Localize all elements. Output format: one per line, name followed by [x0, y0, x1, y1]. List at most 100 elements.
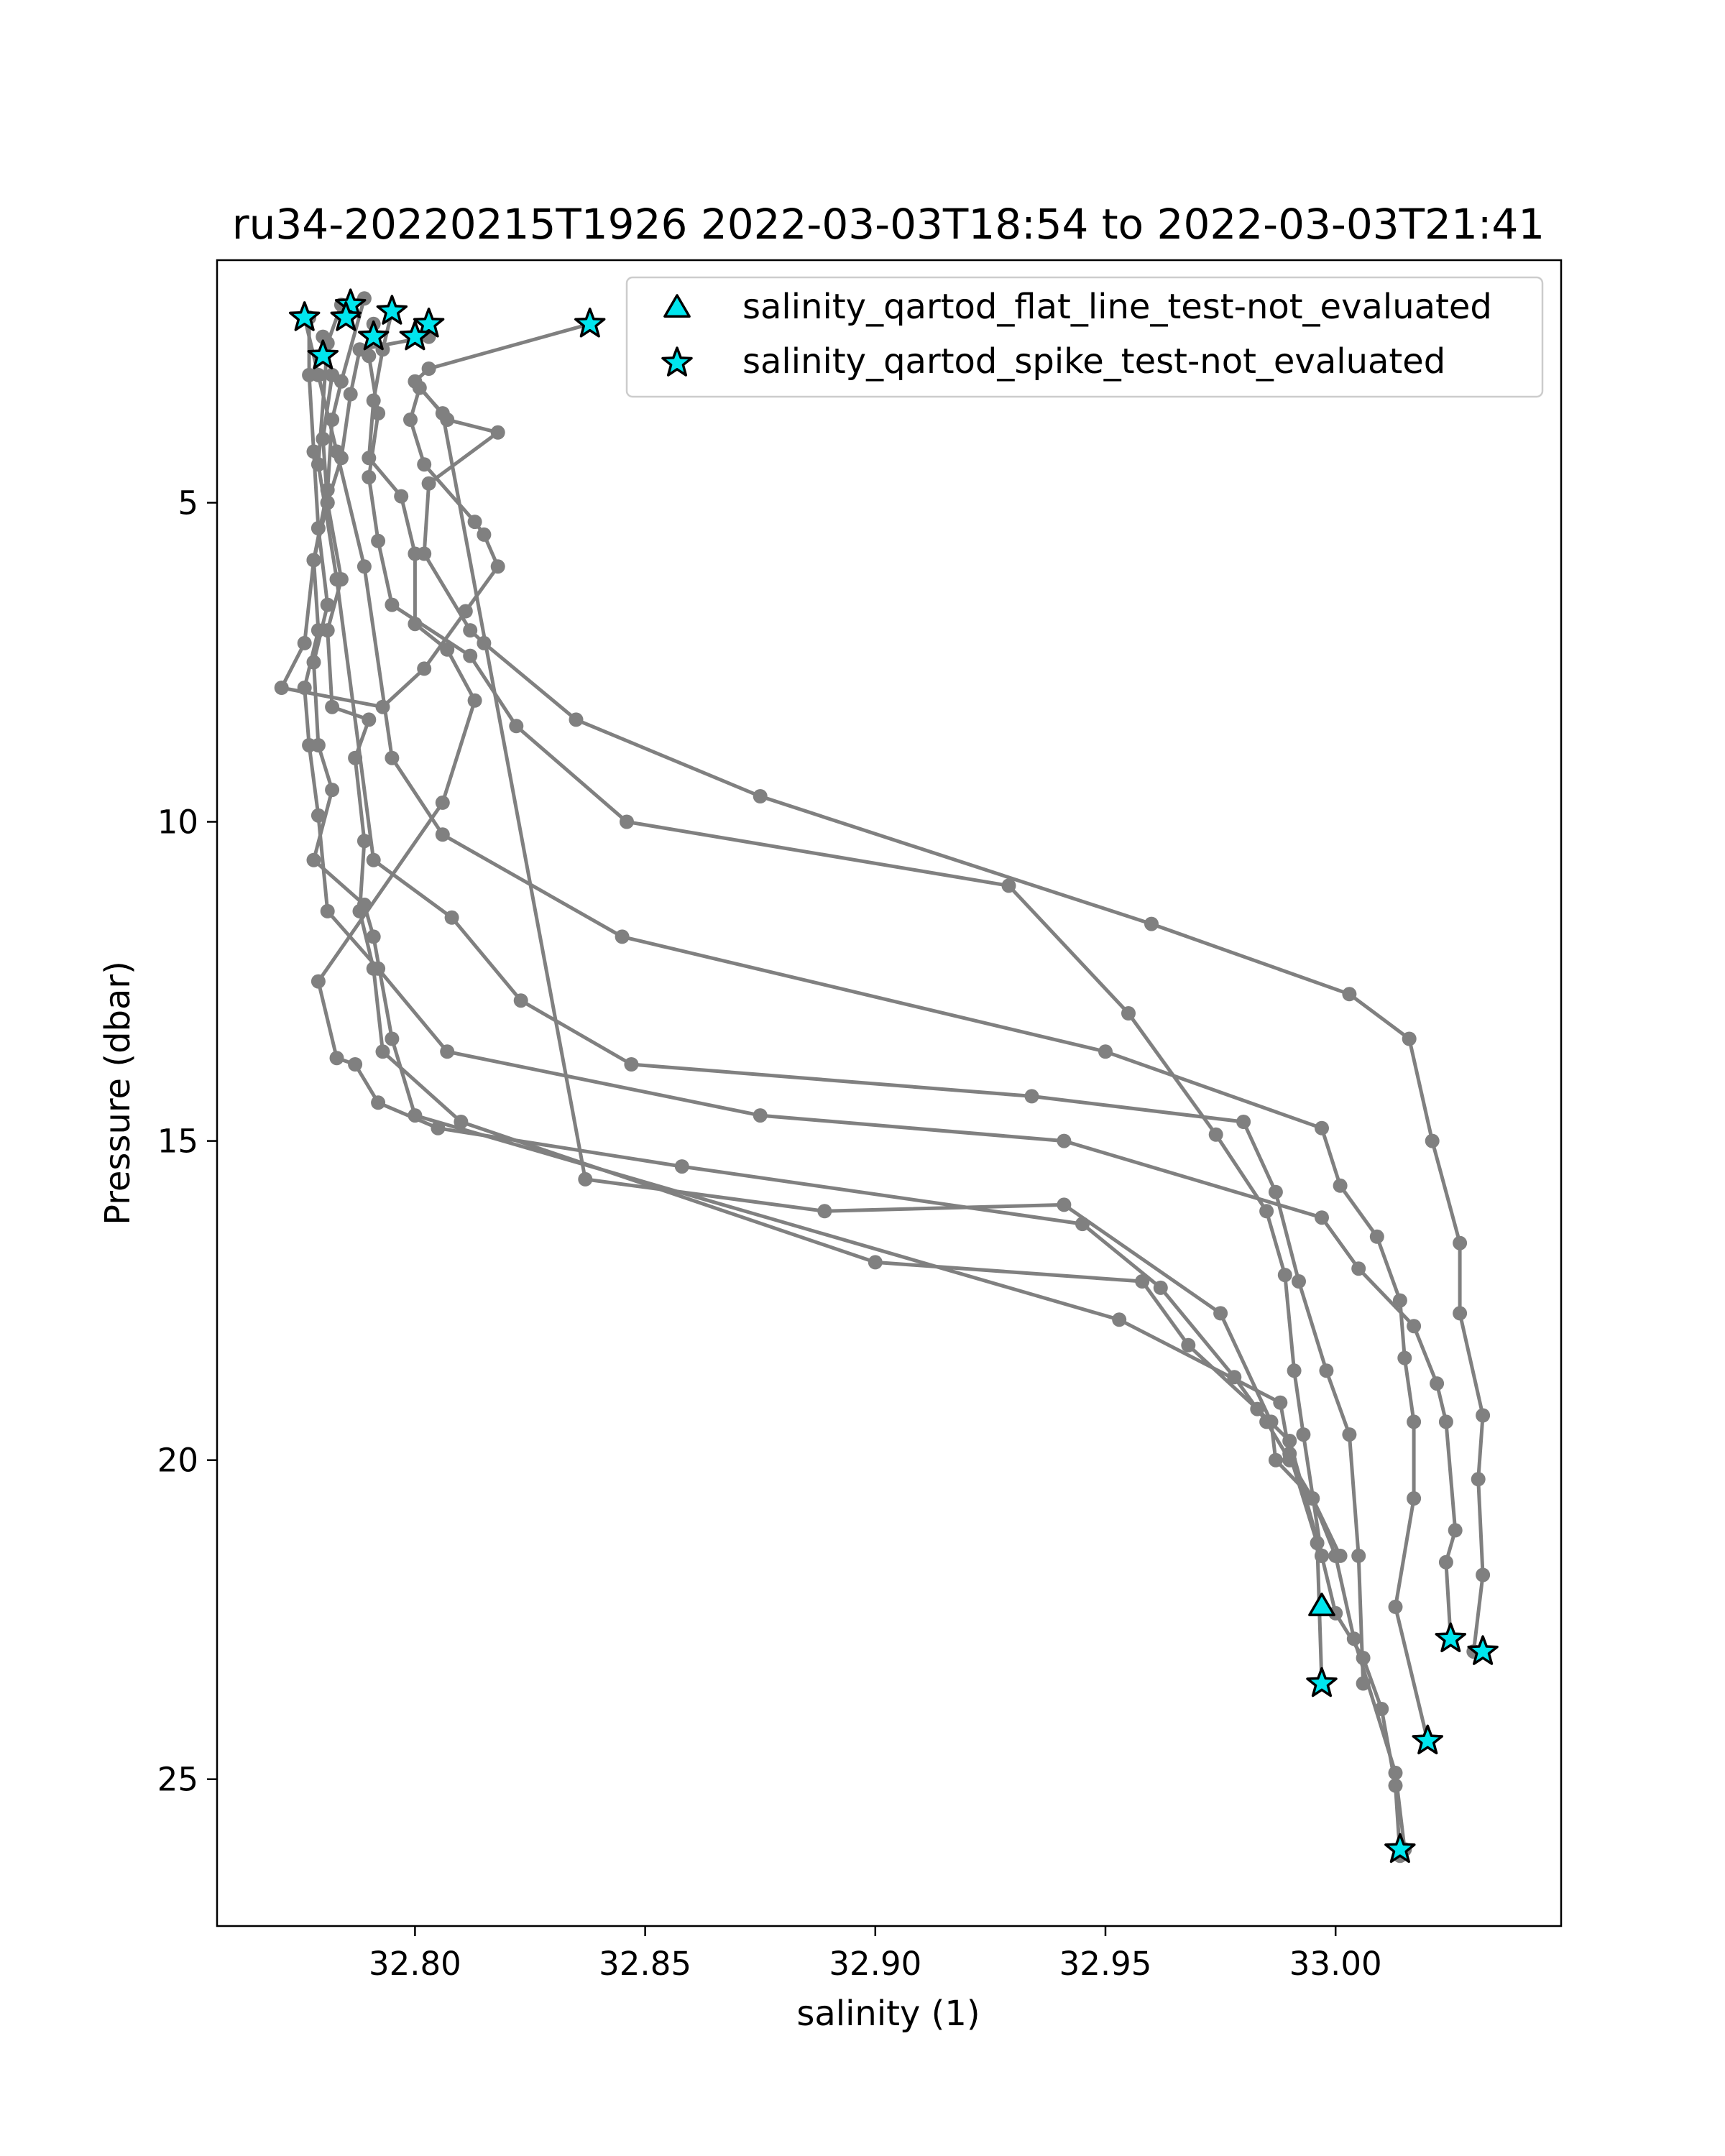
profile-point — [371, 406, 386, 421]
legend-entry-flat-line: salinity_qartod_flat_line_test-not_evalu… — [742, 287, 1492, 327]
profile-point — [421, 476, 436, 491]
profile-point — [868, 1255, 883, 1270]
profile-point — [1342, 987, 1357, 1002]
profile-point — [1144, 916, 1159, 931]
profile-point — [440, 642, 455, 657]
profile-point — [329, 1051, 344, 1066]
y-tick-label: 20 — [157, 1442, 198, 1480]
profile-point — [385, 750, 400, 765]
legend-frame — [625, 276, 1544, 398]
profile-point — [624, 1057, 639, 1072]
x-axis-ticks: 32.80 32.85 32.90 32.95 33.00 — [369, 1926, 1382, 1983]
profile-point — [477, 527, 492, 542]
profile-point — [325, 367, 340, 382]
profile-point — [320, 482, 335, 497]
profile-point — [325, 699, 340, 714]
profile-point — [1282, 1446, 1297, 1461]
profile-point — [385, 597, 400, 612]
profile-point — [356, 898, 372, 912]
profile-point — [362, 451, 377, 466]
profile-point — [490, 425, 505, 440]
profile-point — [316, 431, 331, 446]
profile-point — [1282, 1434, 1297, 1448]
profile-point — [490, 559, 505, 574]
profile-point — [1351, 1261, 1366, 1276]
profile-point — [408, 546, 423, 561]
y-tick-label: 15 — [157, 1123, 198, 1161]
profile-point — [1296, 1427, 1311, 1442]
profile-point — [1356, 1651, 1371, 1665]
profile-point — [1057, 1197, 1072, 1212]
profile-point — [366, 393, 381, 408]
profile-point — [440, 1044, 455, 1059]
plot-frame — [216, 259, 1563, 1927]
y-tick-label: 5 — [178, 484, 198, 522]
profile-point — [1268, 1184, 1283, 1199]
profile-point — [1388, 1778, 1403, 1793]
x-tick-label: 32.90 — [829, 1945, 921, 1983]
x-axis-label: salinity (1) — [796, 1994, 980, 2034]
profile-line — [316, 304, 1366, 1684]
x-tick-label: 32.85 — [599, 1945, 691, 1983]
profile-point — [1259, 1204, 1274, 1219]
profile-point — [454, 1115, 469, 1129]
profile-point — [274, 681, 289, 695]
profile-point — [674, 1159, 689, 1174]
profile-point — [509, 719, 524, 734]
profile-point — [435, 827, 450, 842]
x-tick-label: 32.80 — [369, 1945, 461, 1983]
profile-point — [1346, 1631, 1361, 1646]
profile-point — [463, 623, 478, 638]
profile-point — [1476, 1408, 1491, 1423]
profile-point — [412, 380, 427, 395]
profile-point — [1121, 1006, 1136, 1021]
profile-point — [1227, 1370, 1242, 1385]
profile-point — [320, 903, 335, 918]
profile-point — [1333, 1178, 1348, 1193]
profile-point — [467, 515, 482, 530]
profile-point — [362, 349, 377, 364]
profile-point — [334, 572, 349, 587]
profile-point — [385, 1031, 400, 1046]
profile-point — [310, 521, 326, 535]
x-tick-label: 33.00 — [1289, 1945, 1382, 1983]
profile-point — [1407, 1491, 1422, 1506]
profile-line — [280, 298, 1407, 1850]
profile-point — [513, 993, 528, 1008]
profile-point — [753, 789, 768, 803]
profile-point — [467, 693, 482, 708]
profile-point — [417, 661, 432, 676]
profile-point — [1453, 1306, 1468, 1321]
profile-point — [1392, 1293, 1407, 1308]
profile-point — [1315, 1120, 1329, 1135]
profile-point — [310, 457, 326, 472]
spike-test-marker — [334, 288, 367, 318]
profile-point — [1315, 1210, 1329, 1225]
profile-point — [1388, 1765, 1403, 1780]
profile-point — [1438, 1554, 1453, 1570]
profile-point — [1236, 1115, 1251, 1129]
y-axis-label: Pressure (dbar) — [98, 961, 138, 1225]
spike-test-marker — [376, 295, 408, 325]
profile-point — [1075, 1217, 1090, 1232]
profile-point — [1402, 1031, 1417, 1046]
profile-point — [329, 444, 344, 459]
profile-point — [306, 444, 321, 459]
profile-point — [1001, 878, 1016, 893]
spike-test-marker — [1467, 1635, 1499, 1665]
profile-point — [753, 1108, 768, 1123]
profile-point — [371, 533, 386, 548]
profile-point — [310, 738, 326, 752]
profile-point — [1305, 1491, 1320, 1506]
profile-point — [366, 852, 381, 867]
profile-point — [362, 712, 377, 727]
profile-point — [615, 929, 630, 944]
y-axis-ticks: 5 10 15 20 25 — [157, 484, 217, 1799]
spike-test-marker — [307, 339, 339, 369]
legend-star-shape — [661, 346, 693, 377]
profile-point — [325, 413, 340, 427]
profile-point — [375, 699, 390, 714]
profile-point — [417, 457, 432, 472]
profile-point — [408, 617, 423, 632]
y-tick-label: 25 — [157, 1761, 198, 1799]
